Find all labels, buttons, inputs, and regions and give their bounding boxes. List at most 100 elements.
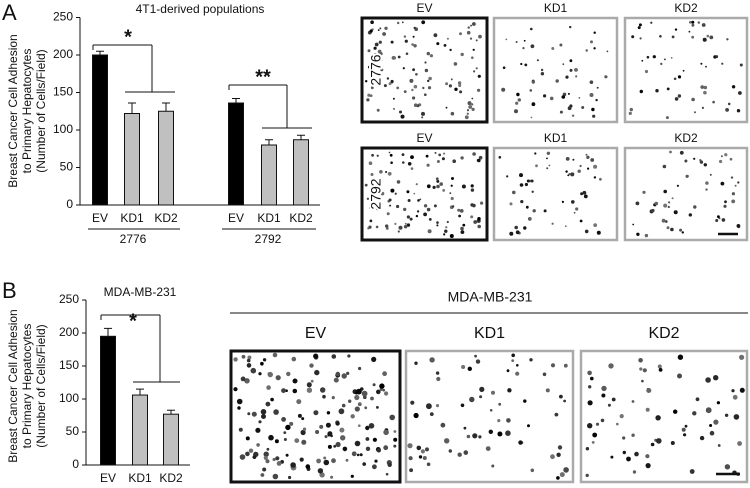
cell-dot [415, 183, 418, 186]
cell-dot [389, 414, 396, 421]
cell-dot [376, 108, 380, 112]
cell-dot [379, 170, 383, 174]
cell-dot [557, 445, 563, 450]
cell-dot [461, 184, 466, 189]
cell-dot [463, 450, 469, 455]
cell-dot [291, 356, 297, 362]
cell-dot [466, 434, 471, 439]
cell-dot [689, 21, 692, 24]
cell-dot [397, 21, 400, 25]
cell-dot [260, 473, 265, 477]
cell-dot [573, 211, 576, 214]
cell-dot [579, 219, 583, 223]
cell-dot [567, 92, 570, 95]
cell-dot [263, 451, 269, 457]
cell-dot [530, 179, 534, 183]
cell-dot [522, 47, 525, 50]
cell-dot [457, 81, 462, 85]
cell-dot [305, 464, 311, 469]
cell-dot [470, 188, 475, 192]
cell-dot [575, 75, 578, 78]
significance-marker: ** [255, 66, 271, 88]
cell-dot [519, 183, 524, 187]
cell-dot [413, 44, 417, 48]
cell-dot [583, 194, 588, 199]
cell-dot [470, 24, 473, 27]
cell-dot [709, 430, 715, 436]
cell-dot [512, 190, 516, 195]
cell-dot [561, 95, 566, 99]
cell-dot [628, 111, 632, 115]
cell-dot [347, 354, 351, 358]
cell-dot [491, 390, 495, 395]
cell-dot [262, 358, 267, 362]
cell-dot [688, 213, 692, 217]
cell-dot [659, 35, 662, 38]
cell-dot [732, 394, 738, 400]
cell-dot [478, 155, 483, 160]
cell-dot [233, 357, 238, 362]
cell-dot [724, 200, 727, 204]
cell-dot [549, 96, 554, 101]
cell-dot [574, 68, 578, 72]
cell-dot [683, 433, 687, 437]
cell-dot [563, 399, 566, 403]
cell-dot [703, 85, 708, 90]
cell-dot [635, 201, 640, 206]
cell-dot [357, 402, 362, 407]
cell-dot [577, 169, 581, 173]
cell-dot [435, 177, 439, 181]
cell-dot [385, 171, 388, 173]
cell-dot [519, 173, 523, 178]
cell-dot [536, 59, 539, 62]
cell-dot [517, 98, 521, 102]
cell-dot [387, 171, 392, 176]
cell-dot [715, 55, 719, 59]
cell-dot [666, 87, 670, 91]
cell-dot [383, 429, 389, 436]
cell-dot [727, 102, 731, 106]
cell-dot [369, 94, 373, 97]
cell-dot [358, 424, 361, 428]
cell-dot [306, 387, 313, 393]
cell-dot [591, 107, 595, 112]
cell-dot [401, 21, 404, 24]
cell-dot [515, 41, 518, 43]
cell-dot [380, 59, 383, 61]
cell-dot [428, 218, 432, 221]
cell-dot [274, 439, 279, 444]
cell-dot [581, 106, 585, 109]
cell-dot [327, 444, 332, 449]
cell-dot [440, 422, 446, 428]
x-tick-label: KD2 [154, 211, 178, 225]
cell-dot [641, 379, 644, 383]
cell-dot [285, 424, 291, 431]
cell-dot [520, 62, 523, 66]
cell-dot [439, 182, 444, 186]
cell-dot [670, 57, 673, 59]
cell-dot [569, 59, 573, 63]
cell-dot [506, 175, 509, 178]
cell-dot [463, 426, 467, 430]
cell-dot [461, 365, 466, 369]
cell-dot [585, 49, 588, 52]
cell-dot [374, 459, 378, 463]
cell-dot [415, 214, 419, 218]
cell-dot [245, 436, 250, 441]
cell-dot [703, 163, 707, 167]
cell-dot [425, 447, 429, 452]
cell-dot [323, 459, 330, 466]
cell-dot [554, 412, 559, 417]
cell-dot [590, 158, 595, 162]
cell-dot [725, 108, 729, 112]
cell-dot [551, 222, 554, 225]
cell-dot [390, 79, 394, 84]
cell-dot [370, 173, 374, 176]
cell-dot [713, 375, 719, 381]
significance-marker: * [124, 26, 132, 48]
cell-dot [599, 177, 602, 181]
cell-dot [665, 116, 669, 120]
error-bar [162, 102, 170, 112]
cell-dot [459, 209, 464, 213]
cell-dot [681, 231, 684, 234]
